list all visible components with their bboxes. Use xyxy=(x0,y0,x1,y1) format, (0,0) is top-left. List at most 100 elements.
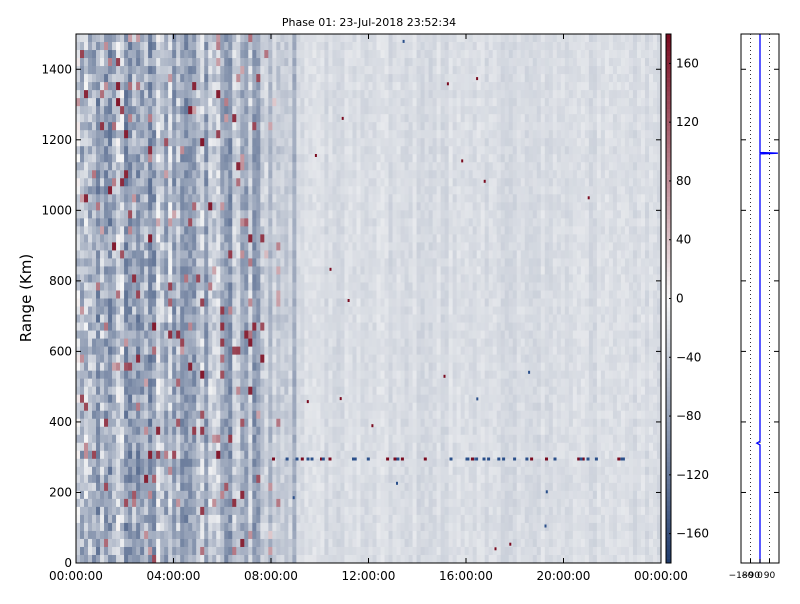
heatmap-cell xyxy=(288,34,293,43)
heatmap-cell xyxy=(300,146,305,155)
heatmap-cell xyxy=(232,226,237,235)
heatmap-cell xyxy=(180,538,185,548)
heatmap-cell xyxy=(360,434,365,444)
heatmap-cell xyxy=(328,418,333,428)
heatmap-cell xyxy=(196,58,201,67)
heatmap-cell xyxy=(96,106,101,115)
heatmap-cell xyxy=(152,298,157,307)
heatmap-cell xyxy=(340,90,345,99)
heatmap-cell xyxy=(148,266,153,275)
heatmap-cell xyxy=(124,442,129,452)
heatmap-cell xyxy=(124,242,129,251)
heatmap-cell xyxy=(288,322,293,331)
heatmap-cell xyxy=(236,114,241,123)
heatmap-cell xyxy=(212,410,217,420)
heatmap-cell xyxy=(164,74,169,83)
heatmap-cell xyxy=(108,66,113,75)
heatmap-cell xyxy=(308,290,313,299)
heatmap-cell xyxy=(284,482,289,492)
heatmap-cell xyxy=(328,74,333,83)
heatmap-cell xyxy=(300,362,305,372)
heatmap-cell xyxy=(228,218,233,227)
heatmap-cell xyxy=(160,130,165,139)
heatmap-cell xyxy=(344,546,349,556)
heatmap-cell xyxy=(340,250,345,259)
heatmap-cell xyxy=(132,418,137,428)
heatmap-cell xyxy=(148,442,153,452)
heatmap-cell xyxy=(252,314,257,323)
heatmap-cell xyxy=(164,42,169,51)
heatmap-cell xyxy=(188,282,193,291)
heatmap-cell xyxy=(92,450,97,460)
heatmap-cell xyxy=(244,66,249,75)
heatmap-cell xyxy=(124,282,129,291)
heatmap-cell xyxy=(136,42,141,51)
heatmap-cell xyxy=(268,386,273,396)
heatmap-cell xyxy=(348,162,353,171)
heatmap-cell xyxy=(228,282,233,291)
heatmap-cell xyxy=(312,178,317,187)
heatmap-cell xyxy=(176,466,181,476)
heatmap-cell xyxy=(180,474,185,484)
heatmap-cell xyxy=(220,202,225,211)
heatmap-cell xyxy=(76,546,81,556)
heatmap-cell xyxy=(356,362,361,372)
heatmap-cell xyxy=(252,386,257,396)
heatmap-cell xyxy=(260,258,265,267)
heatmap-cell xyxy=(100,306,105,315)
heatmap-cell xyxy=(168,130,173,139)
heatmap-cell xyxy=(172,530,177,540)
heatmap-cell xyxy=(324,314,329,323)
heatmap-cell xyxy=(144,506,149,516)
heatmap-cell xyxy=(96,122,101,131)
heatmap-cell xyxy=(324,146,329,155)
heatmap-cell xyxy=(272,402,277,412)
heatmap-cell xyxy=(368,346,373,356)
heatmap-cell xyxy=(124,178,129,187)
heatmap-cell xyxy=(304,138,309,147)
heatmap-cell xyxy=(300,34,305,43)
heatmap-cell xyxy=(312,186,317,195)
heatmap-cell xyxy=(200,458,205,468)
heatmap-cell xyxy=(272,346,277,356)
heatmap-cell xyxy=(108,474,113,484)
heatmap-cell xyxy=(300,194,305,203)
heatmap-cell xyxy=(204,266,209,275)
heatmap-cell xyxy=(308,522,313,532)
heatmap-cell xyxy=(284,346,289,356)
heatmap-cell xyxy=(168,66,173,75)
heatmap-cell xyxy=(196,138,201,147)
heatmap-cell xyxy=(320,546,325,556)
heatmap-cell xyxy=(300,90,305,99)
heatmap-cell xyxy=(260,138,265,147)
heatmap-cell xyxy=(312,530,317,540)
heatmap-cell xyxy=(360,410,365,420)
heatmap-cell xyxy=(176,146,181,155)
heatmap-cell xyxy=(252,298,257,307)
heatmap-cell xyxy=(136,98,141,107)
heatmap-cell xyxy=(144,178,149,187)
heatmap-cell xyxy=(220,282,225,291)
heatmap-cell xyxy=(164,266,169,275)
heatmap-cell xyxy=(164,338,169,347)
heatmap-cell xyxy=(356,426,361,436)
heatmap-cell xyxy=(196,466,201,476)
heatmap-cell xyxy=(116,394,121,404)
heatmap-cell xyxy=(192,346,197,356)
heatmap-cell xyxy=(124,74,129,83)
heatmap-cell xyxy=(76,82,81,91)
heatmap-cell xyxy=(196,554,201,564)
heatmap-cell xyxy=(192,418,197,428)
heatmap-cell xyxy=(204,546,209,556)
heatmap-cell xyxy=(236,122,241,131)
heatmap-cell xyxy=(272,298,277,307)
heatmap-cell xyxy=(308,538,313,548)
heatmap-cell xyxy=(260,218,265,227)
heatmap-cell xyxy=(292,290,297,299)
heatmap-cell xyxy=(252,210,257,219)
heatmap-cell xyxy=(144,290,149,299)
heatmap-cell xyxy=(328,458,333,468)
heatmap-cell xyxy=(356,98,361,107)
heatmap-cell xyxy=(252,42,257,51)
heatmap-cell xyxy=(92,402,97,412)
